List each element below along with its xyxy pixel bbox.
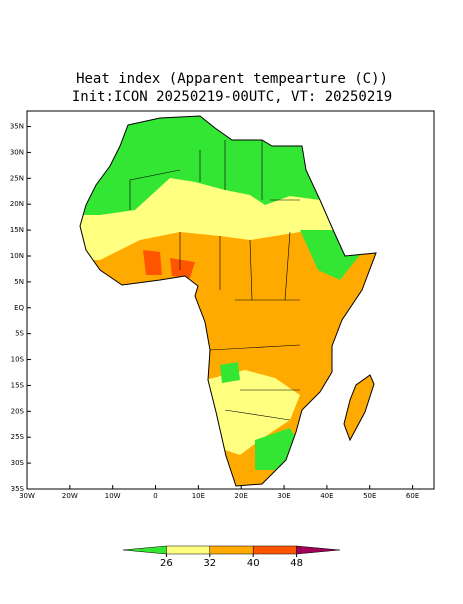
colorbar-high xyxy=(296,545,341,555)
colorbar-low xyxy=(122,545,167,555)
colorbar-segment xyxy=(209,545,254,555)
colorbar-segment xyxy=(166,545,211,555)
lat-tick-label: 25S xyxy=(11,433,25,441)
lat-tick-label: 15N xyxy=(10,226,24,234)
lat-tick-label: 30N xyxy=(10,148,24,156)
colorbar-label: 48 xyxy=(290,558,303,569)
lon-tick-label: 30W xyxy=(19,492,35,500)
subtitle: Init:ICON 20250219-00UTC, VT: 20250219 xyxy=(72,89,392,105)
lat-tick-label: 5S xyxy=(15,330,24,338)
lat-tick-label: 20N xyxy=(10,200,24,208)
colorbar-label: 32 xyxy=(203,558,216,569)
coastline xyxy=(79,115,377,487)
borders xyxy=(129,140,301,421)
lat-tick-label: 5N xyxy=(14,278,24,286)
lon-tick-label: 20E xyxy=(235,492,248,500)
lat-tick-label: 10N xyxy=(10,252,24,260)
lat-tick-label: 35S xyxy=(11,485,25,493)
lat-tick-label: 15S xyxy=(11,381,25,389)
lat-tick-label: 20S xyxy=(11,407,25,415)
lat-tick-label: 30S xyxy=(11,459,25,467)
lat-tick-label: 25N xyxy=(10,174,24,182)
colorbar-label: 26 xyxy=(160,558,173,569)
lon-tick-label: 10W xyxy=(105,492,121,500)
lon-tick-label: 60E xyxy=(406,492,419,500)
lon-tick-label: 50E xyxy=(363,492,376,500)
title: Heat index (Apparent tempearture (C)) xyxy=(76,71,388,87)
lon-tick-label: 0 xyxy=(153,492,157,500)
colorbar-segment xyxy=(252,545,297,555)
colorbar: 26 32 40 48 xyxy=(122,545,341,569)
lat-tick-label: EQ xyxy=(14,304,24,312)
lon-tick-label: 30E xyxy=(277,492,290,500)
lon-tick-label: 20W xyxy=(62,492,78,500)
ticks: 35N 30N 25N 20N 15N 10N 5N EQ 5S 10S 15S 20S 25S 30S 3… xyxy=(10,123,419,500)
lon-tick-label: 10E xyxy=(192,492,205,500)
lat-tick-label: 35N xyxy=(10,123,24,131)
lon-tick-label: 40E xyxy=(320,492,333,500)
lat-tick-label: 10S xyxy=(11,356,25,364)
colorbar-label: 40 xyxy=(247,558,260,569)
